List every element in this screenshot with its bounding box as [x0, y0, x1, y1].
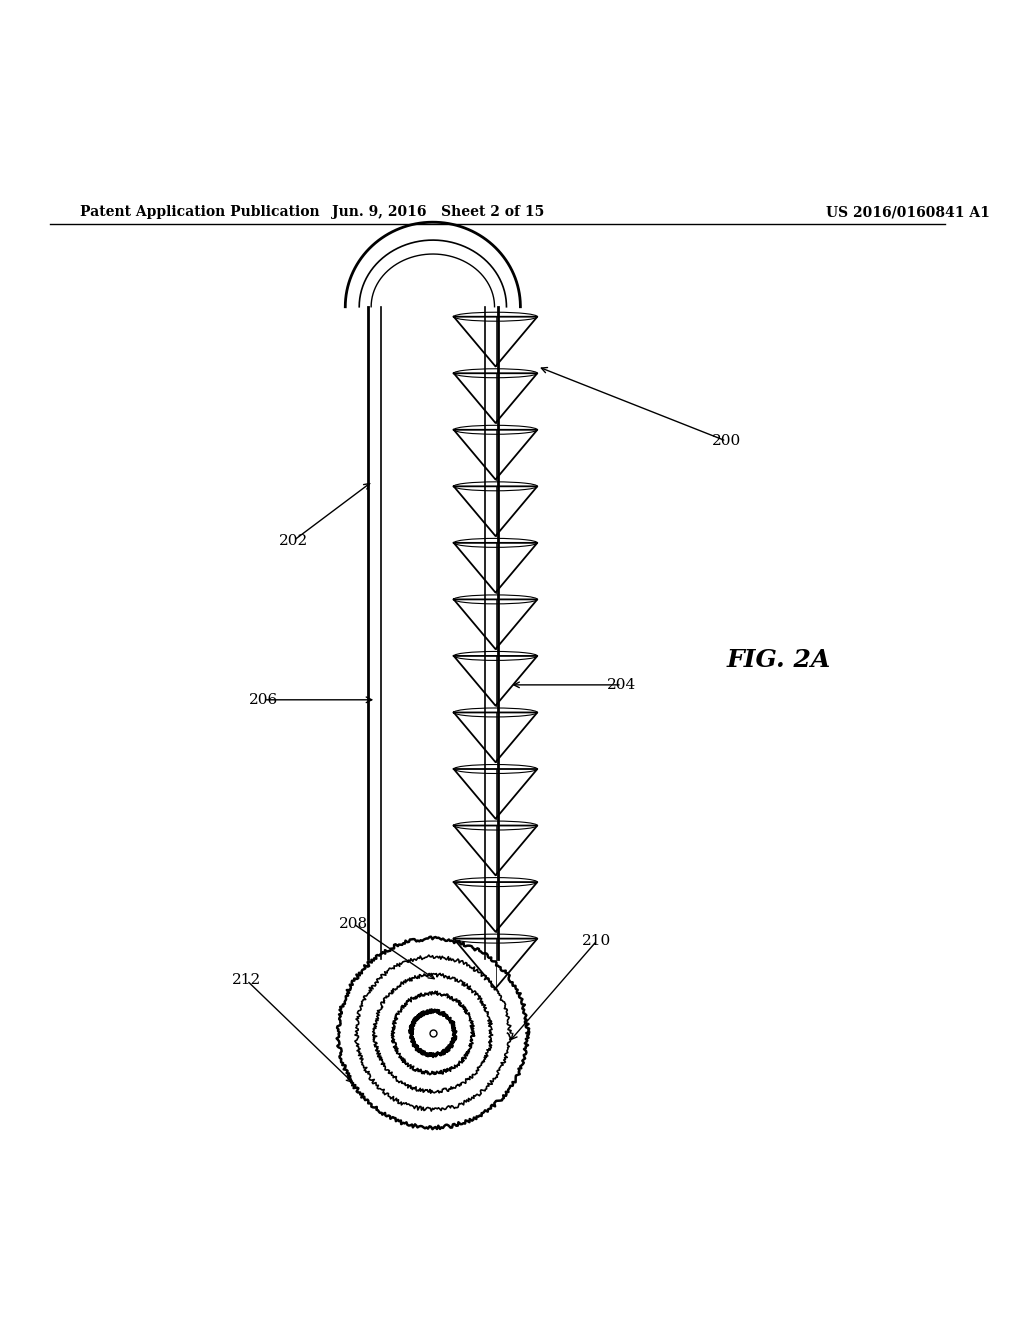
Text: 206: 206	[249, 693, 279, 706]
Text: 210: 210	[583, 933, 611, 948]
Text: 208: 208	[339, 916, 368, 931]
Text: 200: 200	[712, 434, 741, 447]
Text: Patent Application Publication: Patent Application Publication	[80, 206, 319, 219]
Text: US 2016/0160841 A1: US 2016/0160841 A1	[826, 206, 990, 219]
Text: 202: 202	[279, 533, 308, 548]
Text: FIG. 2A: FIG. 2A	[726, 648, 830, 672]
Text: 212: 212	[232, 973, 261, 987]
Text: Jun. 9, 2016   Sheet 2 of 15: Jun. 9, 2016 Sheet 2 of 15	[332, 206, 544, 219]
Text: 204: 204	[607, 678, 637, 692]
